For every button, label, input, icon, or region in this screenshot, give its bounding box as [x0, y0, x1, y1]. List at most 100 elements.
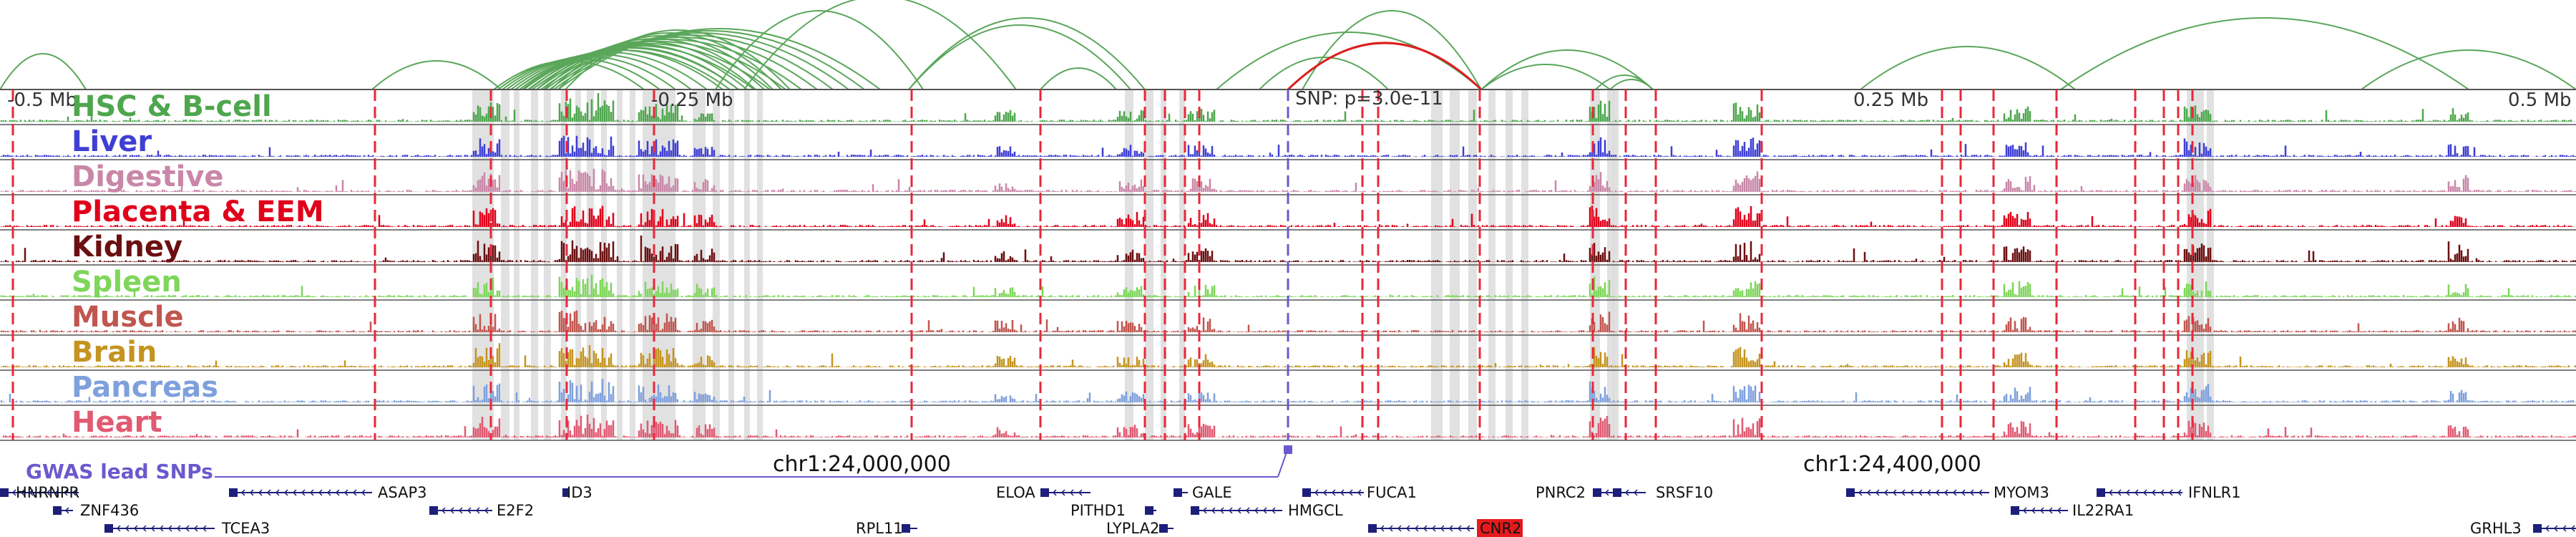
gene-strand-mark [1340, 489, 1345, 496]
axis-tick-label: 0.5 Mb [2508, 90, 2572, 111]
gene-label: ZNF436 [80, 502, 139, 519]
gene-strand-mark [1357, 489, 1362, 496]
gene-strand-mark [1254, 507, 1259, 514]
gene-exon [1302, 488, 1311, 497]
gene-label: IFNLR1 [2188, 484, 2241, 501]
gene-strand-mark [2117, 489, 2122, 496]
gene-strand-mark [167, 525, 172, 532]
gene-strand-mark [2177, 489, 2182, 496]
gene-strand-mark [2048, 507, 2053, 514]
signal-track-0 [0, 93, 2576, 122]
gene-label: PITHD1 [1070, 502, 1126, 519]
gene-strand-mark [2168, 489, 2173, 496]
gene-strand-mark [37, 489, 42, 496]
gene-strand-mark [484, 507, 489, 514]
gene-label: IL22RA1 [2072, 502, 2134, 519]
gene-strand-mark [275, 489, 280, 496]
gene-strand-mark [1245, 507, 1250, 514]
axis-tick-label: -0.25 Mb [651, 90, 733, 111]
gene-strand-mark [1633, 489, 1638, 496]
track-label: HSC & B-cell [72, 90, 272, 123]
gene-strand-mark [1322, 489, 1327, 496]
gene-exon [53, 506, 62, 515]
gene-strand-mark [2570, 525, 2575, 532]
gene-strand-mark [1078, 489, 1083, 496]
gene-strand-mark [1348, 489, 1353, 496]
track-label: Heart [72, 406, 162, 439]
gene-exon [1159, 524, 1168, 533]
gene-strand-mark [2151, 489, 2156, 496]
gene-strand-mark [125, 525, 130, 532]
loop-arc [1216, 32, 1482, 90]
gene-strand-mark [150, 525, 155, 532]
gene-label: GRHL3 [2470, 520, 2522, 537]
gene-strand-mark [2142, 489, 2147, 496]
axis-tick-label: -0.5 Mb [7, 90, 77, 111]
coordinate-label: chr1:24,400,000 [1803, 452, 1981, 477]
gene-strand-mark [1262, 507, 1267, 514]
loop-arc [371, 60, 502, 90]
snp-pvalue-annotation: SNP: p=3.0e-11 [1295, 88, 1443, 110]
gene-strand-mark [2553, 525, 2558, 532]
gene-strand-mark [159, 525, 164, 532]
gene-label: HMGCL [1288, 502, 1343, 519]
gene-label: ASAP3 [378, 484, 426, 501]
gene-strand-mark [1202, 507, 1207, 514]
loop-arc [522, 47, 739, 90]
gene-exon [1145, 506, 1153, 515]
track-label: Kidney [72, 231, 182, 263]
gene-exon [1613, 488, 1621, 497]
gene-strand-mark [1457, 525, 1462, 532]
gene-strand-mark [1961, 489, 1966, 496]
gene-strand-mark [352, 489, 357, 496]
gene-strand-mark [1414, 525, 1419, 532]
track-label: Liver [72, 125, 152, 158]
loop-arc [536, 41, 756, 90]
loop-arc [1480, 49, 1654, 90]
gene-strand-mark [301, 489, 306, 496]
gene-strand-mark [343, 489, 348, 496]
loop-arc [529, 44, 748, 90]
gene-strand-mark [318, 489, 323, 496]
track-label: Placenta & EEM [72, 195, 324, 228]
loop-arc [565, 29, 791, 90]
gene-strand-mark [1943, 489, 1948, 496]
chromatin-loop-arcs [0, 0, 2576, 91]
gene-strand-mark [240, 489, 245, 496]
gwas-track-label: GWAS lead SNPs [26, 460, 213, 483]
gene-strand-mark [326, 489, 331, 496]
gene-strand-mark [441, 507, 446, 514]
gene-strand-mark [1440, 525, 1445, 532]
gene-strand-mark [1271, 507, 1276, 514]
loop-arc [543, 38, 765, 90]
loop-arc [743, 0, 1017, 90]
gene-label: TCEA3 [221, 520, 270, 537]
gene-strand-mark [142, 525, 147, 532]
coordinate-label: chr1:24,000,000 [773, 452, 951, 477]
track-label: Spleen [72, 266, 182, 299]
loop-arc [715, 10, 924, 90]
gene-strand-mark [1219, 507, 1224, 514]
signal-track-3 [0, 205, 2575, 227]
gene-strand-mark [467, 507, 472, 514]
gene-label: HNRNPR [16, 484, 79, 501]
loop-arc [908, 24, 1131, 90]
gene-strand-mark [1060, 489, 1065, 496]
gene-strand-mark [2108, 489, 2113, 496]
loop-arc [0, 53, 87, 90]
gene-label: ELOA [996, 484, 1035, 501]
gene-strand-mark [202, 525, 207, 532]
gene-strand-mark [193, 525, 198, 532]
gene-strand-mark [1397, 525, 1402, 532]
loop-arc [1860, 46, 2076, 90]
gene-label: SRSF10 [1656, 484, 1713, 501]
gene-strand-mark [458, 507, 463, 514]
gene-strand-mark [2039, 507, 2044, 514]
gene-strand-mark [449, 507, 454, 514]
gene-label: E2F2 [497, 502, 534, 519]
gene-strand-mark [2134, 489, 2139, 496]
gene-exon [2097, 488, 2105, 497]
gene-strand-mark [2125, 489, 2130, 496]
gene-exon [229, 488, 238, 497]
gene-strand-mark [1331, 489, 1336, 496]
